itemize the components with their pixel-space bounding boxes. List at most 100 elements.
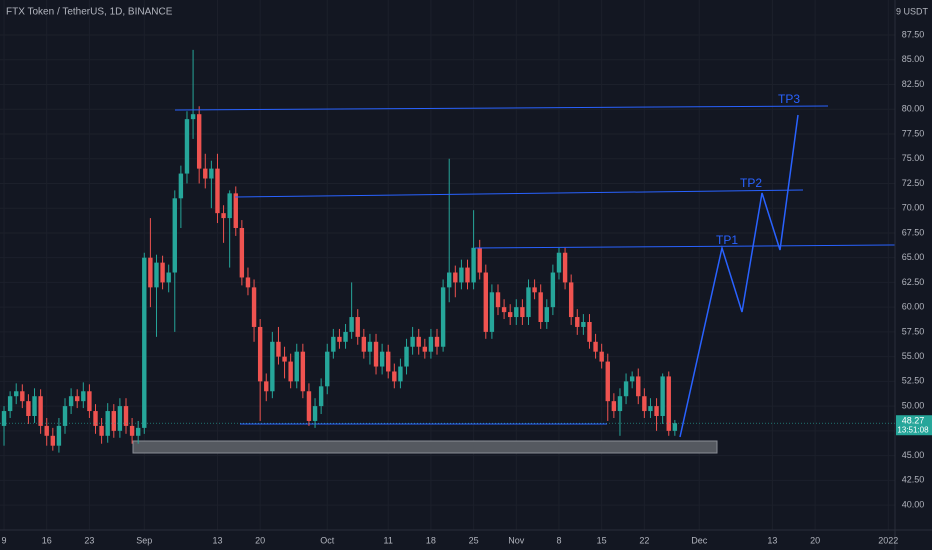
candle-body (495, 292, 501, 308)
candle-body (520, 307, 525, 318)
candle-body (398, 366, 403, 382)
candle-body (373, 341, 379, 367)
y-tick-label: 80.00 (902, 104, 925, 114)
candle-body (166, 272, 171, 283)
last-price-box (896, 415, 932, 436)
candle-body (392, 371, 397, 382)
candle-body (581, 321, 586, 327)
x-tick-label: 23 (84, 535, 94, 545)
candle-body (38, 396, 43, 426)
x-tick-label: 2022 (878, 535, 898, 545)
x-tick-label: Oct (320, 535, 335, 545)
candle-body (562, 252, 568, 283)
candle-body (453, 272, 458, 283)
candle-body (154, 262, 159, 288)
candle-body (312, 406, 318, 421)
candle-body (611, 401, 617, 412)
candle-body (245, 277, 251, 288)
candle-body (172, 198, 177, 273)
tp1-line (474, 244, 896, 249)
candle-body (44, 425, 49, 436)
candle-body (422, 346, 428, 352)
candle-body (514, 307, 519, 318)
candle-body (428, 336, 434, 352)
candle-body (361, 336, 367, 352)
candle-body (660, 376, 665, 417)
y-tick-label: 77.50 (902, 128, 925, 138)
y-tick-label: 42.50 (902, 475, 925, 485)
annotation: TP3 (778, 92, 800, 106)
y-tick-label: 85.00 (902, 54, 925, 64)
y-tick-label: 45.00 (902, 450, 925, 460)
candle-body (135, 427, 141, 436)
currency-label: 9 USDT (896, 6, 929, 16)
candle-body (672, 423, 678, 431)
x-tick-label: Sep (136, 535, 152, 545)
x-tick-label: 16 (42, 535, 52, 545)
candle-body (196, 114, 202, 169)
candle-body (489, 292, 495, 332)
candle-body (642, 396, 647, 412)
candle-body (605, 361, 610, 402)
x-tick-label: 22 (639, 535, 649, 545)
candle-body (459, 267, 464, 283)
tp3-line (174, 105, 829, 111)
y-tick-label: 40.00 (902, 499, 925, 509)
candle-body (587, 321, 592, 342)
candle-body (282, 356, 287, 362)
candle-body (410, 336, 415, 347)
candle-body (379, 351, 385, 367)
candle-body (343, 331, 348, 342)
candle-body (477, 247, 482, 273)
candle-body (251, 287, 257, 327)
support-zone (132, 440, 718, 454)
candle-body (629, 376, 635, 382)
tp2-line (234, 189, 804, 198)
candle-body (270, 341, 275, 392)
x-tick-label: 20 (810, 535, 820, 545)
candle-body (654, 406, 659, 417)
candle-body (550, 272, 556, 308)
x-tick-label: 18 (426, 535, 436, 545)
x-tick-label: 25 (469, 535, 479, 545)
x-tick-label: Nov (508, 535, 525, 545)
candle-body (465, 267, 470, 283)
candle-body (501, 307, 507, 313)
candle-body (556, 252, 562, 273)
candle-body (178, 173, 184, 199)
candle-body (507, 312, 513, 318)
candle-body (568, 282, 574, 318)
candle-body (325, 351, 330, 387)
candle-body (227, 193, 232, 219)
projection-path (679, 114, 799, 438)
candle-body (62, 406, 68, 426)
x-tick-label: 11 (384, 535, 393, 545)
y-tick-label: 75.00 (902, 153, 925, 163)
candle-body (575, 317, 580, 327)
candle-body (593, 341, 598, 352)
candle-body (111, 411, 116, 431)
candle-body (87, 391, 92, 412)
candle-body (129, 425, 135, 436)
candle-body (148, 257, 153, 288)
y-tick-label: 82.50 (902, 79, 925, 89)
y-tick-label: 62.50 (902, 277, 925, 287)
candle-body (300, 351, 306, 392)
y-tick-label: 55.00 (902, 351, 925, 361)
candle-body (440, 287, 446, 347)
x-tick-label: 9 (2, 535, 7, 545)
y-tick-label: 65.00 (902, 252, 925, 262)
candle-body (306, 391, 312, 421)
candle-body (318, 386, 324, 407)
candle-body (215, 168, 220, 214)
candle-body (483, 272, 488, 332)
candle-body (617, 396, 623, 412)
candle-body (636, 376, 641, 397)
x-tick-label: Dec (691, 535, 708, 545)
candle-body (32, 396, 37, 417)
candle-body (434, 336, 440, 347)
candle-body (355, 317, 360, 337)
x-tick-label: 20 (255, 535, 265, 545)
candle-body (105, 411, 110, 436)
candle-body (257, 326, 263, 382)
